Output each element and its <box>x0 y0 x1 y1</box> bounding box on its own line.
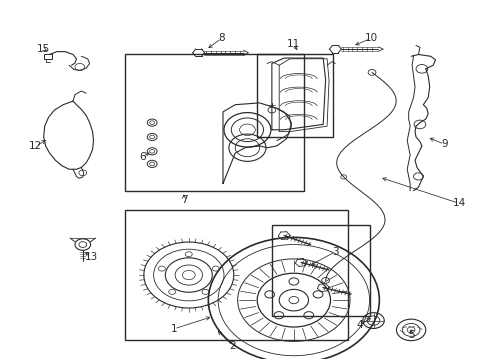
Text: 14: 14 <box>452 198 466 208</box>
Bar <box>272 225 369 316</box>
Text: 1: 1 <box>171 324 177 334</box>
Text: 8: 8 <box>218 33 225 43</box>
Text: 13: 13 <box>84 252 98 262</box>
Bar <box>125 54 304 191</box>
Text: 2: 2 <box>229 341 236 351</box>
Text: 11: 11 <box>287 40 300 49</box>
Text: 5: 5 <box>408 330 415 340</box>
Bar <box>125 211 347 339</box>
Text: 4: 4 <box>357 320 363 330</box>
Bar <box>257 54 333 137</box>
Text: 6: 6 <box>139 152 146 162</box>
Text: 10: 10 <box>365 33 378 43</box>
Bar <box>44 54 52 59</box>
Text: 3: 3 <box>332 247 339 257</box>
Text: 9: 9 <box>441 139 448 149</box>
Text: 7: 7 <box>181 195 187 205</box>
Text: 15: 15 <box>37 44 50 54</box>
Text: 12: 12 <box>29 141 43 151</box>
